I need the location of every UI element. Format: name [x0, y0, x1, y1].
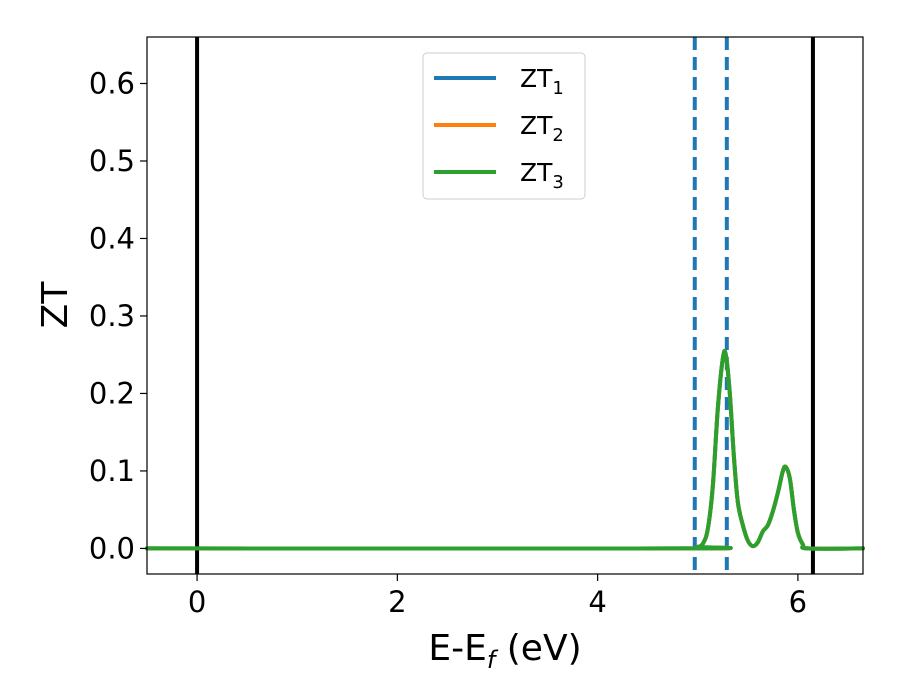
legend: ZT1 ZT2 ZT3 [422, 52, 586, 200]
y-axis-label: ZT [35, 281, 76, 329]
y-tick-label-4: 0.4 [89, 221, 135, 255]
legend-box [422, 52, 586, 200]
series-layer [145, 348, 865, 551]
legend-label-zt2: ZT2 [520, 111, 564, 146]
plot-frame [146, 36, 864, 575]
x-tick-label-2: 4 [588, 585, 606, 619]
x-axis-label: E-Ef (eV) [428, 628, 581, 674]
reference-lines [195, 37, 815, 574]
x-axis: 0 2 4 6 [188, 574, 807, 619]
legend-label-zt1: ZT1 [520, 64, 564, 99]
legend-label-zt3: ZT3 [520, 158, 564, 193]
x-axis-label-units: (eV) [495, 628, 581, 669]
x-tick-label-3: 6 [789, 585, 807, 619]
y-tick-label-1: 0.1 [89, 454, 135, 488]
y-axis: 0.0 0.1 0.2 0.3 0.4 0.5 0.6 [89, 66, 147, 565]
y-tick-label-2: 0.2 [89, 376, 135, 410]
x-axis-label-main: E-E [428, 628, 486, 669]
x-tick-label-1: 2 [388, 585, 406, 619]
y-tick-label-6: 0.6 [89, 66, 135, 100]
series-line-zt3 [145, 348, 865, 551]
y-tick-label-5: 0.5 [89, 144, 135, 178]
y-tick-label-3: 0.3 [89, 299, 135, 333]
x-tick-label-0: 0 [188, 585, 206, 619]
y-tick-label-0: 0.0 [89, 531, 135, 565]
